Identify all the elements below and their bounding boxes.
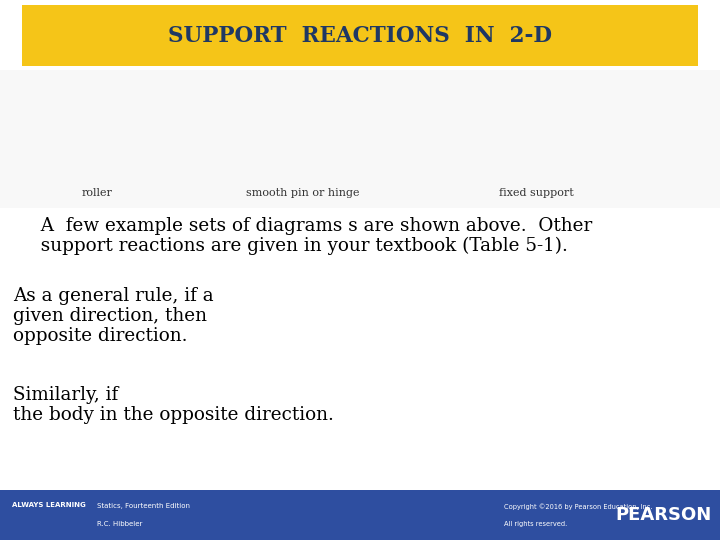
Text: smooth pin or hinge: smooth pin or hinge <box>246 188 359 198</box>
Text: given direction, then: given direction, then <box>13 307 213 325</box>
Text: Copyright ©2016 by Pearson Education, Inc.: Copyright ©2016 by Pearson Education, In… <box>504 503 652 510</box>
Text: R.C. Hibbeler: R.C. Hibbeler <box>97 521 143 527</box>
Text: support reactions are given in your textbook (Table 5-1).: support reactions are given in your text… <box>29 237 567 255</box>
Text: All rights reserved.: All rights reserved. <box>504 521 567 527</box>
Text: opposite direction.: opposite direction. <box>13 327 187 346</box>
Text: A  few example sets of diagrams s are shown above.  Other: A few example sets of diagrams s are sho… <box>29 217 592 235</box>
Text: fixed support: fixed support <box>499 188 574 198</box>
FancyBboxPatch shape <box>0 70 720 208</box>
Text: ALWAYS LEARNING: ALWAYS LEARNING <box>12 502 85 508</box>
Text: roller: roller <box>82 188 112 198</box>
Text: PEARSON: PEARSON <box>615 506 711 524</box>
Text: As a general rule, if a: As a general rule, if a <box>13 287 220 305</box>
Text: Statics, Fourteenth Edition: Statics, Fourteenth Edition <box>97 503 190 509</box>
Text: the body in the opposite direction.: the body in the opposite direction. <box>13 406 334 424</box>
Text: SUPPORT  REACTIONS  IN  2-D: SUPPORT REACTIONS IN 2-D <box>168 25 552 47</box>
FancyBboxPatch shape <box>22 5 698 66</box>
Text: Similarly, if: Similarly, if <box>13 386 124 404</box>
FancyBboxPatch shape <box>0 490 720 540</box>
